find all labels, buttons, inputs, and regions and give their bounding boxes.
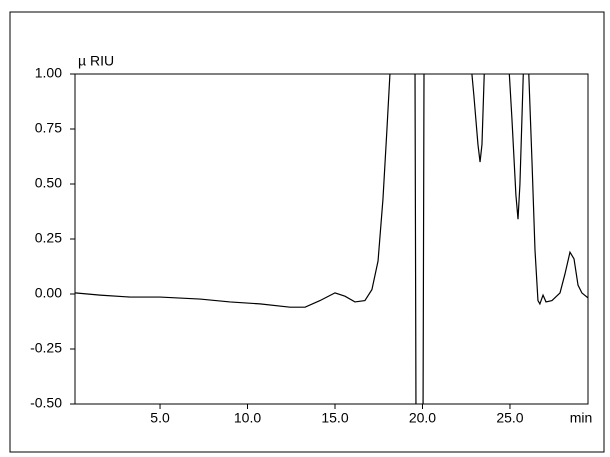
x-tick-label: 25.0 <box>496 410 523 426</box>
y-tick-label: -0.25 <box>30 340 62 356</box>
x-tick-label: 20.0 <box>409 410 436 426</box>
x-axis-label: min <box>570 410 593 426</box>
x-tick-label: 10.0 <box>234 410 261 426</box>
y-tick-label: 0.25 <box>35 230 62 246</box>
plot-area <box>74 73 589 405</box>
y-tick-label: 0.00 <box>35 285 62 301</box>
x-tick-label: 15.0 <box>321 410 348 426</box>
x-tick-label: 5.0 <box>150 410 170 426</box>
y-axis-label: µ RIU <box>78 53 114 69</box>
y-tick-label: 0.50 <box>35 175 62 191</box>
y-tick-label: -0.50 <box>30 395 62 411</box>
y-tick-label: 1.00 <box>35 65 62 81</box>
y-tick-label: 0.75 <box>35 120 62 136</box>
signal-line <box>75 74 588 404</box>
frame <box>9 11 605 453</box>
